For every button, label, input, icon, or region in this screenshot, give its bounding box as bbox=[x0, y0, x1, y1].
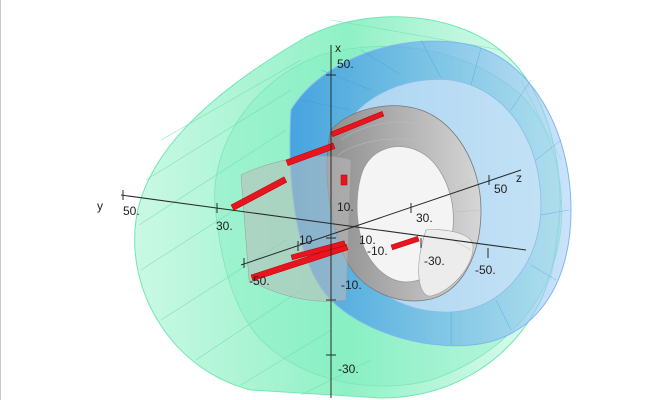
z-axis-name: z bbox=[516, 171, 522, 185]
x-axis-ticks bbox=[326, 74, 336, 356]
z-tick-label: 10. bbox=[337, 200, 354, 214]
x-axis-name: x bbox=[335, 41, 341, 55]
y-tick-label: -50. bbox=[249, 274, 270, 288]
y-axis-ticks bbox=[122, 190, 489, 258]
x-tick-label: 50. bbox=[337, 57, 354, 71]
z-tick-label: 50 bbox=[494, 182, 508, 196]
y-tick-label: 30. bbox=[216, 219, 233, 233]
z-tick-label: -10. bbox=[367, 244, 388, 258]
y-axis-name: y bbox=[97, 199, 103, 213]
x-tick-label: -30. bbox=[338, 362, 359, 376]
inner-gray-cylinder bbox=[240, 105, 482, 302]
axes: x y z 50. 10. -10. -30. 50. 30. 10 -50. … bbox=[97, 41, 527, 398]
y-axis-line bbox=[120, 194, 527, 251]
x-tick-label: -10. bbox=[341, 278, 362, 292]
z-tick-label: -30. bbox=[424, 254, 445, 268]
z-tick-label: -50. bbox=[475, 263, 496, 277]
y-tick-label: 50. bbox=[123, 204, 140, 218]
y-tick-label: 10 bbox=[299, 233, 313, 247]
red-segments bbox=[230, 111, 420, 282]
z-axis-ticks bbox=[243, 175, 490, 268]
z-axis-line bbox=[240, 169, 522, 266]
z-tick-label: 30. bbox=[416, 211, 433, 225]
x-tick-label: 10. bbox=[359, 233, 376, 247]
